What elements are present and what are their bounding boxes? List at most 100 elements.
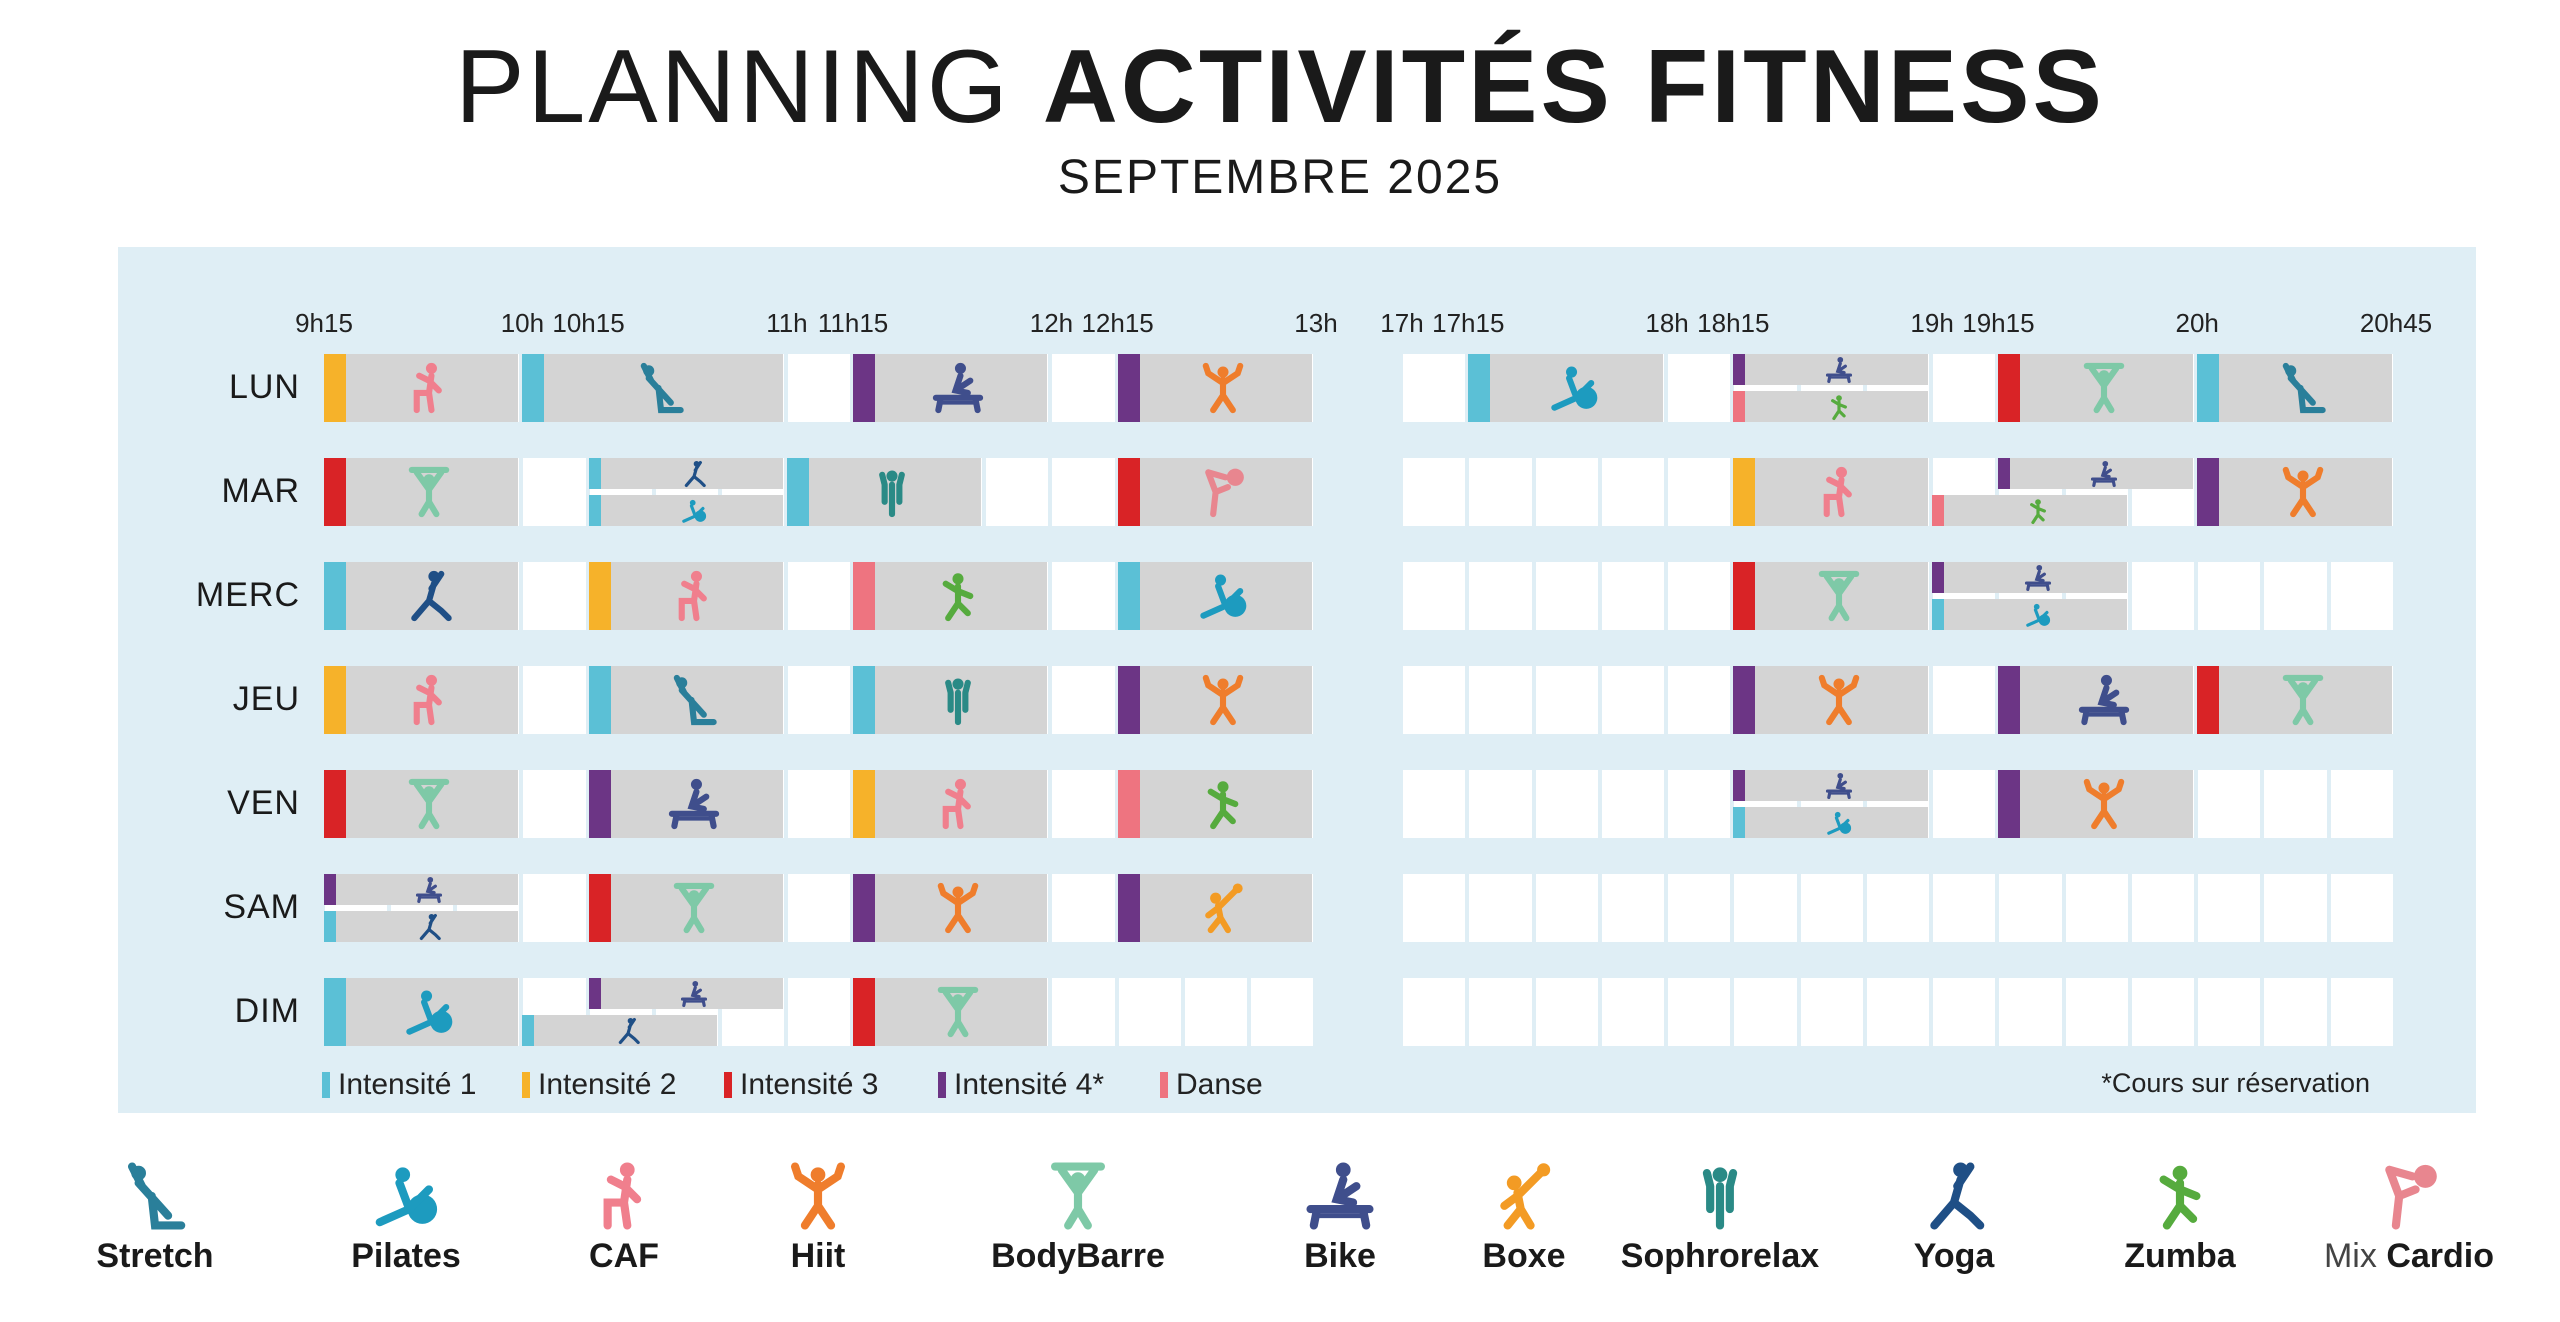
time-slot (2198, 978, 2261, 1046)
time-slot (1668, 666, 1731, 734)
bike-icon (1825, 772, 1853, 805)
class-block-boxe[interactable] (1117, 874, 1312, 942)
class-block-pilates[interactable] (1733, 807, 1929, 838)
class-block-pilates[interactable] (588, 495, 783, 526)
intensity-marker (853, 874, 876, 942)
class-block-caf[interactable] (588, 562, 783, 630)
intensity-marker (853, 354, 876, 422)
class-block-hiit[interactable] (2197, 458, 2392, 526)
time-label: 10h (500, 308, 545, 338)
intensity-marker (324, 770, 346, 838)
class-block-pilates[interactable] (1117, 562, 1312, 630)
class-block-bike[interactable] (1998, 458, 2194, 489)
class-block-bike[interactable] (1733, 354, 1929, 385)
time-label: 20h45 (2359, 308, 2433, 338)
hiit-icon (1196, 673, 1250, 732)
class-block-sophrorelax[interactable] (786, 458, 982, 526)
class-block-pilates[interactable] (1468, 354, 1664, 422)
intensity-marker (1932, 495, 1945, 526)
time-slot (1403, 770, 1466, 838)
activity-name: BodyBarre (991, 1237, 1165, 1275)
time-slot (1403, 666, 1466, 734)
activity-name: Zumba (2124, 1237, 2236, 1275)
class-block-bodybarre[interactable] (588, 874, 783, 942)
class-block-bodybarre[interactable] (1733, 562, 1929, 630)
time-slot (787, 562, 851, 630)
class-block-yoga[interactable] (324, 562, 519, 630)
class-block-bodybarre[interactable] (324, 458, 519, 526)
intensity-marker (324, 562, 346, 630)
time-label: 11h15 (817, 308, 889, 338)
time-slot (1052, 874, 1115, 942)
bike-icon (415, 876, 443, 909)
intensity-marker (1932, 599, 1945, 630)
time-label: 13h (1294, 308, 1338, 338)
class-block-bike[interactable] (1998, 666, 2194, 734)
class-block-bike[interactable] (324, 874, 519, 905)
time-slot (1403, 874, 1466, 942)
legend-swatch (938, 1072, 946, 1098)
time-slot (787, 978, 851, 1046)
pilates-icon (1196, 569, 1250, 628)
class-block-caf[interactable] (324, 666, 519, 734)
class-block-hiit[interactable] (1998, 770, 2194, 838)
class-block-bike[interactable] (588, 978, 783, 1009)
time-label: 19h (1910, 308, 1954, 338)
caf-icon (402, 361, 456, 420)
time-slot (1469, 978, 1532, 1046)
class-block-zumba[interactable] (853, 562, 1048, 630)
stretch-icon (2276, 361, 2330, 420)
legend-item: Intensité 3 (724, 1068, 878, 1102)
time-slot (2330, 978, 2393, 1046)
class-block-hiit[interactable] (1117, 354, 1312, 422)
class-block-bike[interactable] (1733, 770, 1929, 801)
class-block-hiit[interactable] (1117, 666, 1312, 734)
time-slot (787, 874, 851, 942)
time-slot (1535, 666, 1598, 734)
class-block-stretch[interactable] (2197, 354, 2392, 422)
time-slot (1469, 562, 1532, 630)
class-block-yoga[interactable] (522, 1015, 717, 1046)
class-block-pilates[interactable] (324, 978, 519, 1046)
class-block-zumba[interactable] (1733, 391, 1929, 422)
class-block-bodybarre[interactable] (853, 978, 1048, 1046)
time-slot (2264, 562, 2327, 630)
class-block-caf[interactable] (1733, 458, 1929, 526)
class-block-caf[interactable] (853, 770, 1048, 838)
class-block-yoga[interactable] (588, 458, 783, 489)
class-block-stretch[interactable] (588, 666, 783, 734)
class-block-pilates[interactable] (1932, 599, 2127, 630)
bike-icon (2077, 673, 2131, 732)
intensity-marker (1998, 354, 2021, 422)
class-block-bike[interactable] (1932, 562, 2127, 593)
title-bold: ACTIVITÉS FITNESS (1042, 29, 2105, 145)
hiit-icon (1812, 673, 1866, 732)
bodybarre-icon (667, 881, 721, 940)
time-slot (1668, 354, 1731, 422)
class-block-caf[interactable] (324, 354, 519, 422)
class-block-bike[interactable] (588, 770, 783, 838)
class-block-zumba[interactable] (1117, 770, 1312, 838)
bodybarre-icon (2276, 673, 2330, 732)
time-slot (1800, 874, 1863, 942)
class-block-sophrorelax[interactable] (853, 666, 1048, 734)
class-block-bodybarre[interactable] (324, 770, 519, 838)
yoga-icon (1844, 1160, 2064, 1237)
class-block-zumba[interactable] (1932, 495, 2127, 526)
time-slot (1734, 874, 1797, 942)
class-block-bike[interactable] (853, 354, 1048, 422)
class-block-hiit[interactable] (853, 874, 1048, 942)
class-block-stretch[interactable] (522, 354, 783, 422)
yoga-icon (614, 1017, 642, 1050)
activity-name-bold: Cardio (2376, 1237, 2494, 1275)
time-slot (1668, 874, 1731, 942)
class-block-hiit[interactable] (1733, 666, 1929, 734)
class-block-mixcardio[interactable] (1117, 458, 1312, 526)
hiit-icon (931, 881, 985, 940)
class-block-yoga[interactable] (324, 911, 519, 942)
time-slot (2330, 874, 2393, 942)
caf-icon (1812, 465, 1866, 524)
class-block-bodybarre[interactable] (2197, 666, 2392, 734)
class-block-bodybarre[interactable] (1998, 354, 2194, 422)
time-slot (2065, 978, 2128, 1046)
